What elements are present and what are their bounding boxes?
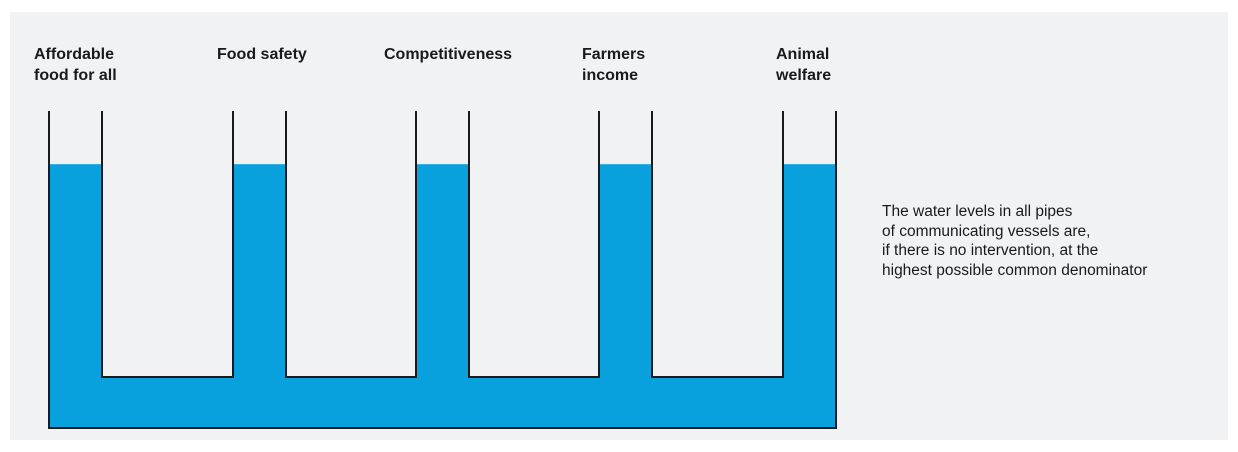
pipe-label-affordable-food: Affordable food for all [34,46,117,84]
caption-line: of communicating vessels are, [882,222,1091,240]
vessel-inner-outline [285,111,417,378]
pipe-water-column [233,164,286,378]
pipe-label-competitiveness: Competitiveness [384,46,513,63]
pipe-water-column [416,164,469,378]
vessel-outer-outline [48,111,837,429]
caption-line: if there is no intervention, at the [882,242,1099,259]
communicating-vessels-diagram [48,111,837,429]
pipe-label-food-safety: Food safety [217,46,307,63]
vessel-inner-outline [651,111,784,378]
pipe-water-column [49,164,102,378]
pipe-label-animal-welfare: Animal welfare [776,46,832,84]
caption-line: highest possible common denominator [882,261,1148,279]
pipe-water-column [783,164,836,378]
caption-text: The water levels in all pipes of communi… [882,202,1232,280]
pipe-water-column [599,164,652,378]
vessel-inner-outline [101,111,234,378]
base-channel-water [49,377,836,428]
vessel-inner-outline [468,111,600,378]
pipe-label-farmers-income: Farmers income [582,46,646,84]
caption-line: The water levels in all pipes [882,203,1073,220]
diagram-panel: Affordable food for all Food safety Comp… [10,12,1228,440]
